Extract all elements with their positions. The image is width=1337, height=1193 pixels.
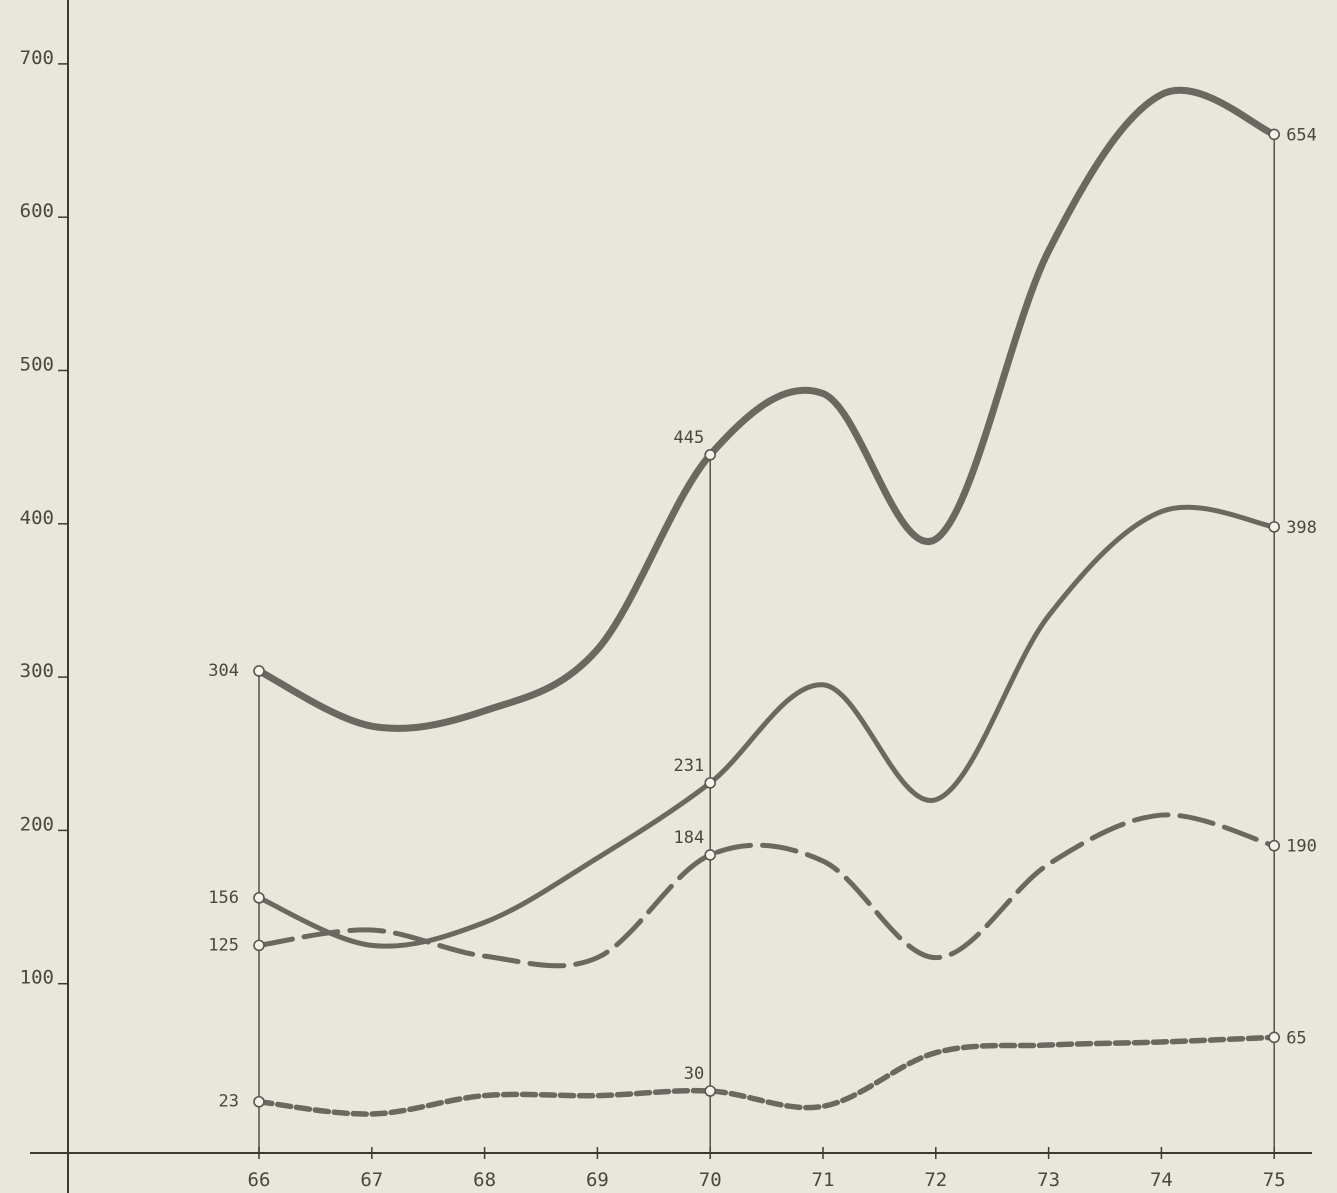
x-tick-label: 73: [1037, 1169, 1060, 1191]
x-tick-label: 70: [699, 1169, 722, 1191]
data-point-marker: [253, 939, 265, 952]
data-markers: [253, 128, 1280, 1108]
data-point-marker: [704, 449, 717, 461]
data-label: 184: [673, 828, 704, 848]
x-tick-label: 74: [1150, 1169, 1173, 1191]
y-tick-label: 400: [20, 507, 54, 529]
series-lines: [255, 86, 1278, 1117]
y-tick-label: 700: [20, 47, 54, 69]
data-point-marker: [1268, 839, 1280, 852]
data-point-marker: [253, 892, 265, 904]
series-line-3: [256, 812, 1277, 969]
data-label: 654: [1286, 125, 1317, 145]
series-line-2: [256, 504, 1277, 949]
data-label: 65: [1286, 1028, 1306, 1048]
data-label: 23: [219, 1092, 239, 1112]
x-tick-label: 75: [1263, 1169, 1286, 1191]
x-tick-label: 68: [473, 1169, 496, 1191]
data-label: 445: [673, 428, 704, 448]
data-point-marker: [1268, 521, 1280, 533]
y-tick-label: 200: [20, 813, 54, 835]
data-point-marker: [704, 1085, 717, 1097]
x-tick-label: 67: [360, 1169, 383, 1191]
data-point-marker: [704, 777, 717, 789]
x-tick-label: 71: [812, 1169, 835, 1191]
y-tick-label: 100: [20, 967, 54, 989]
y-tick-label: 600: [20, 200, 54, 222]
data-label: 231: [673, 756, 704, 776]
data-point-marker: [253, 1095, 265, 1108]
data-point-marker: [1268, 1031, 1280, 1044]
y-tick-label: 300: [20, 660, 54, 682]
data-label: 30: [684, 1064, 704, 1084]
x-tick-label: 66: [248, 1169, 271, 1191]
data-label: 304: [208, 661, 239, 681]
series-line-4: [256, 1034, 1277, 1117]
x-tick-label: 69: [586, 1169, 609, 1191]
data-label: 398: [1286, 518, 1317, 538]
data-labels: 304 445 654 156 231 398 125 184 190 23 30 65: [208, 125, 1317, 1111]
data-point-marker: [704, 849, 717, 861]
series-line-1: [255, 86, 1278, 732]
data-label: 156: [208, 888, 239, 908]
reference-lines: [258, 134, 1275, 1153]
y-tick-label: 500: [20, 354, 54, 376]
x-tick-label: 72: [924, 1169, 947, 1191]
data-label: 125: [208, 935, 239, 955]
data-point-marker: [253, 665, 265, 677]
data-point-marker: [1268, 128, 1280, 141]
data-label: 190: [1286, 837, 1317, 857]
axes: 100 200 300 400 500 600 700 66 67 68 69 70 71 72 73 74 7…: [20, 0, 1312, 1193]
